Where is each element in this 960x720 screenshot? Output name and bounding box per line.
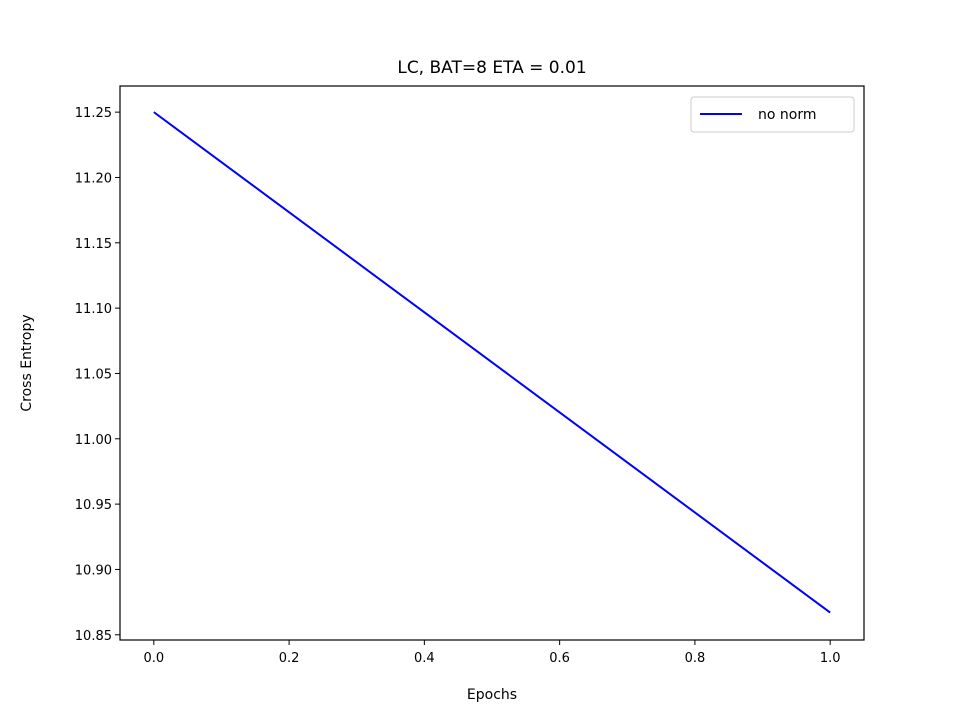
y-tick-label: 11.20 bbox=[75, 171, 112, 186]
y-tick-label: 11.15 bbox=[75, 237, 112, 252]
series-layer bbox=[153, 111, 831, 614]
y-tick-label: 11.25 bbox=[75, 106, 112, 121]
y-tick-label: 11.05 bbox=[75, 367, 112, 382]
legend-label: no norm bbox=[758, 107, 816, 123]
y-tick-label: 10.85 bbox=[75, 629, 112, 644]
legend: no norm bbox=[690, 96, 855, 133]
chart-title: LC, BAT=8 ETA = 0.01 bbox=[397, 58, 586, 78]
axes-frame bbox=[119, 85, 865, 641]
x-tick-label: 0.4 bbox=[414, 651, 435, 666]
series-line-no-norm bbox=[153, 111, 831, 614]
x-tick-label: 0.8 bbox=[685, 651, 706, 666]
y-axis-label: Cross Entropy bbox=[19, 314, 35, 411]
y-tick-label: 10.95 bbox=[75, 498, 112, 513]
y-tick-label: 10.90 bbox=[75, 563, 112, 578]
x-axis-label: Epochs bbox=[467, 687, 517, 703]
y-tick-label: 11.10 bbox=[75, 302, 112, 317]
x-tick-label: 0.0 bbox=[143, 651, 164, 666]
x-tick-label: 0.2 bbox=[279, 651, 300, 666]
x-tick-label: 0.6 bbox=[549, 651, 570, 666]
plot-area: 0.0 0.2 0.4 0.6 0.8 1.0 10.8510.9010.9511.001… bbox=[75, 85, 865, 666]
y-tick-label: 11.00 bbox=[75, 433, 112, 448]
x-tick-label: 1.0 bbox=[820, 651, 841, 666]
y-axis-ticks: 10.85 10.90 10.95 11.00 11.05 11.10 11.15 11.20… bbox=[75, 106, 120, 644]
x-axis-ticks: 0.0 0.2 0.4 0.6 0.8 1.0 bbox=[143, 640, 841, 666]
legend-box bbox=[690, 96, 855, 133]
